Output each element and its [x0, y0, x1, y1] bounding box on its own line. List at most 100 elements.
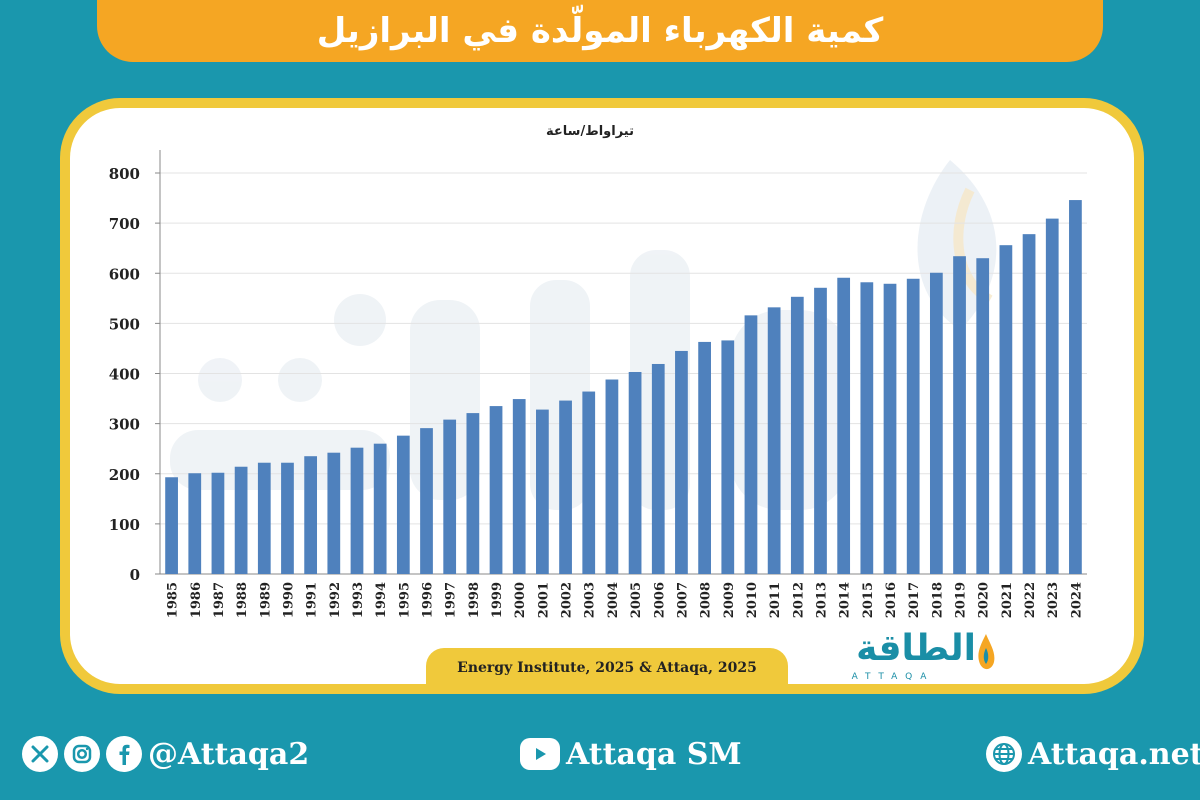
- x-tick-label-2011: 2011: [768, 582, 783, 618]
- x-tick-label-1999: 1999: [490, 582, 505, 618]
- instagram-icon[interactable]: [64, 736, 100, 772]
- x-tick-label-2002: 2002: [560, 582, 575, 618]
- bar-2001: [536, 409, 549, 574]
- logo-arabic: الطاقة: [856, 628, 976, 669]
- title-banner: كمية الكهرباء المولّدة في البرازيل: [97, 0, 1103, 62]
- x-tick-label-2018: 2018: [930, 582, 945, 618]
- y-tick-label: 500: [109, 315, 140, 333]
- bar-2018: [929, 272, 943, 574]
- logo-latin: ATTAQA: [851, 672, 935, 682]
- website-link[interactable]: Attaqa.net: [986, 732, 1200, 776]
- x-tick-label-1992: 1992: [328, 582, 343, 618]
- y-tick-label: 400: [109, 366, 140, 384]
- social-handle[interactable]: @Attaqa2: [148, 736, 310, 772]
- x-tick-label-2007: 2007: [675, 582, 690, 618]
- x-tick-label-1995: 1995: [397, 582, 412, 618]
- x-tick-label-2003: 2003: [583, 582, 598, 618]
- bar-2017: [906, 278, 920, 574]
- bar-2005: [628, 371, 642, 574]
- x-tick-label-2012: 2012: [791, 582, 806, 618]
- attaqa-logo: الطاقة ATTAQA: [818, 628, 998, 688]
- source-box: Energy Institute, 2025 & Attaqa, 2025: [426, 648, 788, 688]
- x-tick-label-1985: 1985: [166, 582, 181, 618]
- social-links: @Attaqa2: [22, 732, 309, 776]
- x-tick-label-2021: 2021: [1000, 582, 1015, 618]
- x-tick-label-1989: 1989: [258, 582, 273, 618]
- x-tick-label-1997: 1997: [444, 582, 459, 618]
- bar-1985: [165, 477, 178, 574]
- bar-2003: [582, 391, 596, 574]
- x-tick-label-2001: 2001: [536, 582, 551, 618]
- bar-1987: [211, 472, 225, 574]
- x-tick-label-1998: 1998: [467, 582, 482, 618]
- website-url[interactable]: Attaqa.net: [1028, 736, 1200, 772]
- bar-2007: [675, 350, 688, 574]
- y-tick-label: 100: [109, 516, 140, 534]
- x-tick-label-1996: 1996: [421, 582, 436, 618]
- x-tick-label-1988: 1988: [235, 582, 250, 618]
- bar-1995: [396, 435, 410, 574]
- x-tick-label-2023: 2023: [1046, 582, 1061, 618]
- bar-2002: [559, 400, 572, 574]
- bar-1996: [420, 428, 433, 574]
- youtube-icon[interactable]: [520, 738, 560, 770]
- y-tick-label: 700: [109, 215, 140, 233]
- bar-2009: [721, 340, 735, 574]
- bar-2012: [790, 296, 804, 574]
- x-tick-label-1993: 1993: [351, 582, 366, 618]
- bar-2024: [1069, 200, 1082, 574]
- x-tick-label-2000: 2000: [513, 582, 528, 618]
- bar-1999: [489, 406, 503, 574]
- bar-1990: [281, 462, 294, 574]
- bar-1991: [304, 456, 318, 574]
- globe-icon[interactable]: [986, 736, 1022, 772]
- bar-2000: [512, 399, 526, 574]
- x-tick-label-1991: 1991: [305, 582, 320, 618]
- x-tick-label-2013: 2013: [814, 582, 829, 618]
- bar-2022: [1022, 234, 1036, 574]
- y-tick-label: 600: [109, 265, 140, 283]
- bar-1994: [373, 443, 387, 574]
- y-tick-label: 300: [109, 416, 140, 434]
- x-tick-label-1986: 1986: [189, 582, 204, 618]
- y-tick-label: 200: [109, 466, 140, 484]
- bar-2016: [883, 283, 897, 574]
- x-tick-label-2015: 2015: [861, 582, 876, 618]
- youtube-channel[interactable]: Attaqa SM: [566, 736, 742, 772]
- bar-2014: [837, 277, 851, 574]
- bar-2013: [814, 287, 827, 574]
- drop-icon: [978, 634, 995, 670]
- x-tick-label-2005: 2005: [629, 582, 644, 618]
- bar-2011: [767, 307, 781, 574]
- bar-2023: [1045, 218, 1059, 574]
- x-tick-label-2020: 2020: [977, 582, 992, 618]
- x-tick-label-2014: 2014: [838, 582, 853, 618]
- x-tick-label-2009: 2009: [722, 582, 737, 618]
- source-text: Energy Institute, 2025 & Attaqa, 2025: [457, 660, 757, 676]
- bar-1992: [327, 452, 341, 574]
- youtube-link[interactable]: Attaqa SM: [520, 732, 742, 776]
- x-tick-label-2019: 2019: [954, 582, 969, 618]
- x-tick-label-2024: 2024: [1069, 582, 1084, 618]
- x-tick-label-2006: 2006: [652, 582, 667, 618]
- bar-2015: [860, 282, 874, 574]
- x-tick-label-1987: 1987: [212, 582, 227, 618]
- x-tick-label-2016: 2016: [884, 582, 899, 618]
- bar-1998: [466, 413, 480, 574]
- y-tick-label: 800: [109, 165, 140, 183]
- x-tick-label-2010: 2010: [745, 582, 760, 618]
- x-tick-label-2008: 2008: [699, 582, 714, 618]
- bar-2020: [976, 258, 990, 574]
- bar-1988: [234, 466, 248, 574]
- page-title: كمية الكهرباء المولّدة في البرازيل: [316, 11, 884, 51]
- facebook-icon[interactable]: [106, 736, 142, 772]
- bar-1993: [350, 447, 364, 574]
- x-tick-label-1990: 1990: [281, 582, 296, 618]
- bar-2019: [953, 256, 966, 574]
- x-tick-label-2017: 2017: [907, 582, 922, 618]
- x-tick-label-2004: 2004: [606, 582, 621, 618]
- x-twitter-icon[interactable]: [22, 736, 58, 772]
- bar-1989: [257, 462, 271, 574]
- bar-2006: [651, 363, 665, 574]
